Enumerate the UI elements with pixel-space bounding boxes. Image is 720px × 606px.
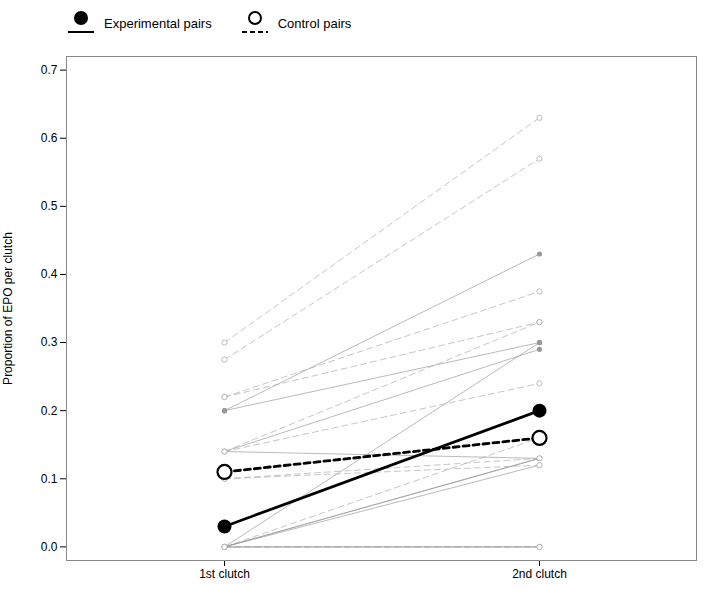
svg-text:0.5: 0.5 — [41, 199, 58, 213]
svg-text:0.2: 0.2 — [41, 404, 58, 418]
svg-text:0.0: 0.0 — [41, 540, 58, 554]
svg-text:Proportion of EPO per clutch: Proportion of EPO per clutch — [1, 232, 15, 385]
html-text:Control pairs: Control pairs — [277, 15, 352, 31]
svg-text:1st clutch: 1st clutch — [199, 567, 250, 581]
svg-text:2nd clutch: 2nd clutch — [512, 567, 567, 581]
svg-text:0.3: 0.3 — [41, 335, 58, 349]
svg-text:0.6: 0.6 — [41, 131, 58, 145]
svg-text:0.1: 0.1 — [41, 472, 58, 486]
svg-text:0.7: 0.7 — [41, 63, 58, 77]
svg-text:0.4: 0.4 — [41, 267, 58, 281]
html-text:Experimental pairs: Experimental pairs — [104, 15, 212, 31]
